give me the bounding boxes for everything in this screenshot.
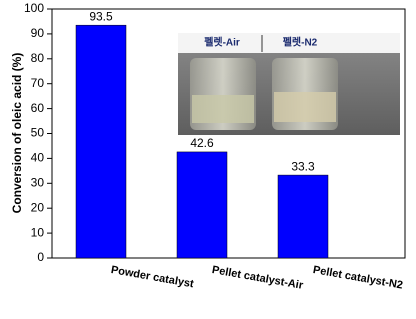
y-tick-label: 80	[31, 51, 45, 65]
y-tick-label: 20	[31, 200, 45, 214]
y-tick-label: 50	[31, 126, 45, 140]
x-tick-label: Powder catalyst	[110, 264, 195, 290]
y-tick-label: 100	[24, 1, 44, 15]
inset-label: 펠렛-Air	[204, 36, 240, 49]
value-label: 33.3	[291, 159, 315, 173]
y-tick-label: 30	[31, 175, 45, 189]
inset-label: 펠렛-N2	[283, 36, 318, 49]
x-tick-label: Pellet catalyst-Air	[211, 264, 305, 292]
y-tick-label: 90	[31, 26, 45, 40]
bar	[176, 151, 228, 259]
y-tick-label: 40	[31, 151, 45, 165]
y-axis-label: Conversion of oleic acid (%)	[10, 53, 24, 214]
value-label: 42.6	[190, 136, 214, 150]
value-label: 93.5	[89, 9, 113, 23]
y-tick-label: 10	[31, 225, 45, 239]
y-tick-label: 60	[31, 101, 45, 115]
x-tick-label: Pellet catalyst-N2	[312, 264, 404, 292]
inset-photo: 펠렛-Air 펠렛-N2	[178, 33, 400, 135]
y-tick-label: 0	[37, 250, 44, 264]
bar	[277, 174, 329, 259]
y-tick-label: 70	[31, 76, 45, 90]
bar	[75, 24, 127, 259]
